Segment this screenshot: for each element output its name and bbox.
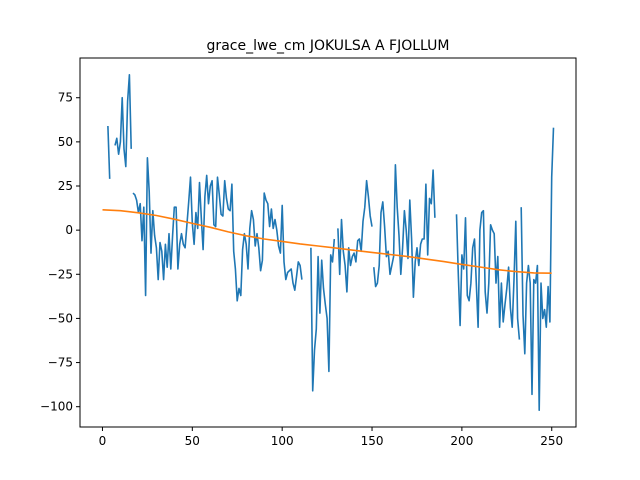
x-tick-label: 100 <box>271 434 294 448</box>
series-0-segment-6 <box>455 209 521 340</box>
y-tick-label: −75 <box>48 356 73 370</box>
x-tick-label: 150 <box>361 434 384 448</box>
y-tick-label: 75 <box>58 91 73 105</box>
series-0-segment-7 <box>520 127 555 412</box>
series-0-segment-4 <box>337 179 373 293</box>
x-axis: 0 50 100 150 200 250 <box>99 427 563 448</box>
series-0-segment-3 <box>310 238 336 392</box>
series-0-segment-2 <box>132 157 303 302</box>
y-tick-label: 25 <box>58 179 73 193</box>
x-tick-label: 250 <box>540 434 563 448</box>
series-0-segment-5 <box>373 164 436 299</box>
series-1-segment-0 <box>102 209 552 274</box>
chart-title: grace_lwe_cm JOKULSA A FJOLLUM <box>207 38 450 54</box>
x-tick-label: 50 <box>185 434 200 448</box>
y-axis: −100 −75 −50 −25 0 25 50 75 <box>40 91 80 414</box>
x-tick-label: 200 <box>450 434 473 448</box>
y-tick-label: −50 <box>48 311 73 325</box>
x-tick-label: 0 <box>99 434 107 448</box>
y-tick-label: −25 <box>48 267 73 281</box>
y-tick-label: 0 <box>65 223 73 237</box>
series-0-segment-0 <box>107 125 111 179</box>
plot-area <box>102 74 555 412</box>
y-tick-label: 50 <box>58 135 73 149</box>
axes-frame <box>79 57 577 428</box>
y-tick-label: −100 <box>40 400 73 414</box>
series-0-segment-1 <box>114 74 132 168</box>
